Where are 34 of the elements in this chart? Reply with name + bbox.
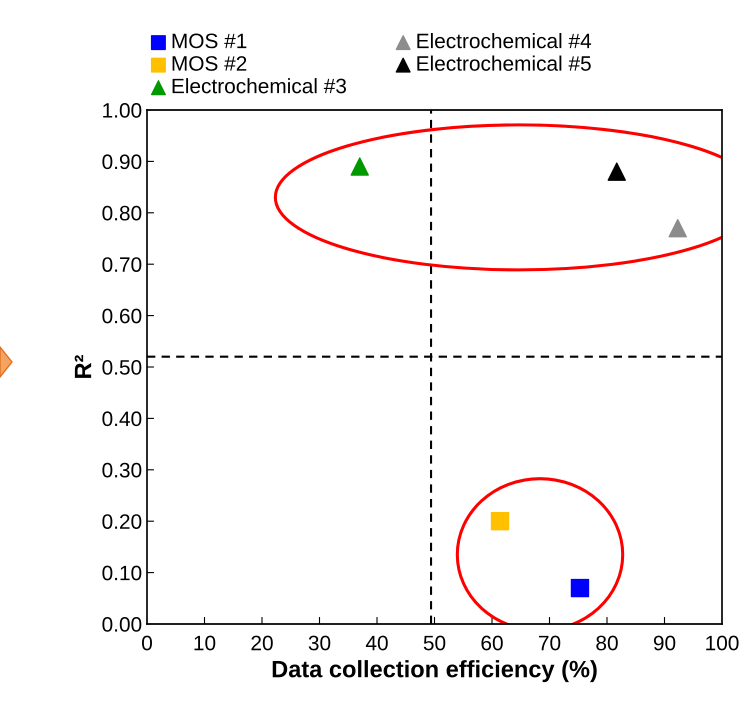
point — [668, 219, 687, 238]
y-tick-label: 0.20 — [102, 514, 142, 529]
x-axis-title: Data collection efficiency (%) — [272, 660, 597, 682]
y-axis-title: R² — [74, 355, 92, 378]
y-tick-label: 0.00 — [102, 617, 142, 632]
x-tick-label: 20 — [251, 636, 273, 650]
x-tick-label: 30 — [308, 636, 330, 650]
y-tick-label: 0.40 — [102, 411, 142, 426]
y-tick-label: 0.90 — [102, 154, 142, 170]
point — [350, 157, 369, 176]
legend-label: MOS #1 — [172, 34, 246, 48]
legend-label: Electrochemical #5 — [417, 56, 591, 71]
legend-label: Electrochemical #4 — [417, 32, 592, 48]
point — [570, 578, 590, 598]
x-tick-label: 60 — [481, 636, 503, 650]
x-tick-label: 10 — [194, 636, 216, 650]
y-tick-label: 0.70 — [102, 257, 142, 272]
x-tick-label: 80 — [596, 636, 618, 650]
point — [490, 512, 510, 530]
legend-label: Electrochemical #3 — [172, 78, 346, 94]
y-tick-label: 1.00 — [103, 103, 142, 118]
x-tick-label: 40 — [366, 636, 388, 650]
x-tick-label: 100 — [706, 636, 739, 650]
y-tick-label: 0.10 — [102, 566, 142, 580]
y-tick-label: 0.30 — [102, 462, 142, 478]
x-tick-label: 0 — [142, 636, 152, 650]
y-tick-label: 0.50 — [102, 360, 142, 375]
legend-label: MOS #2 — [172, 56, 246, 71]
x-tick-label: 90 — [654, 636, 676, 650]
point — [608, 162, 626, 181]
y-tick-label: 0.80 — [102, 206, 142, 221]
y-tick-label: 0.60 — [102, 308, 142, 324]
x-tick-label: 50 — [424, 636, 446, 650]
x-tick-label: 70 — [538, 636, 560, 650]
